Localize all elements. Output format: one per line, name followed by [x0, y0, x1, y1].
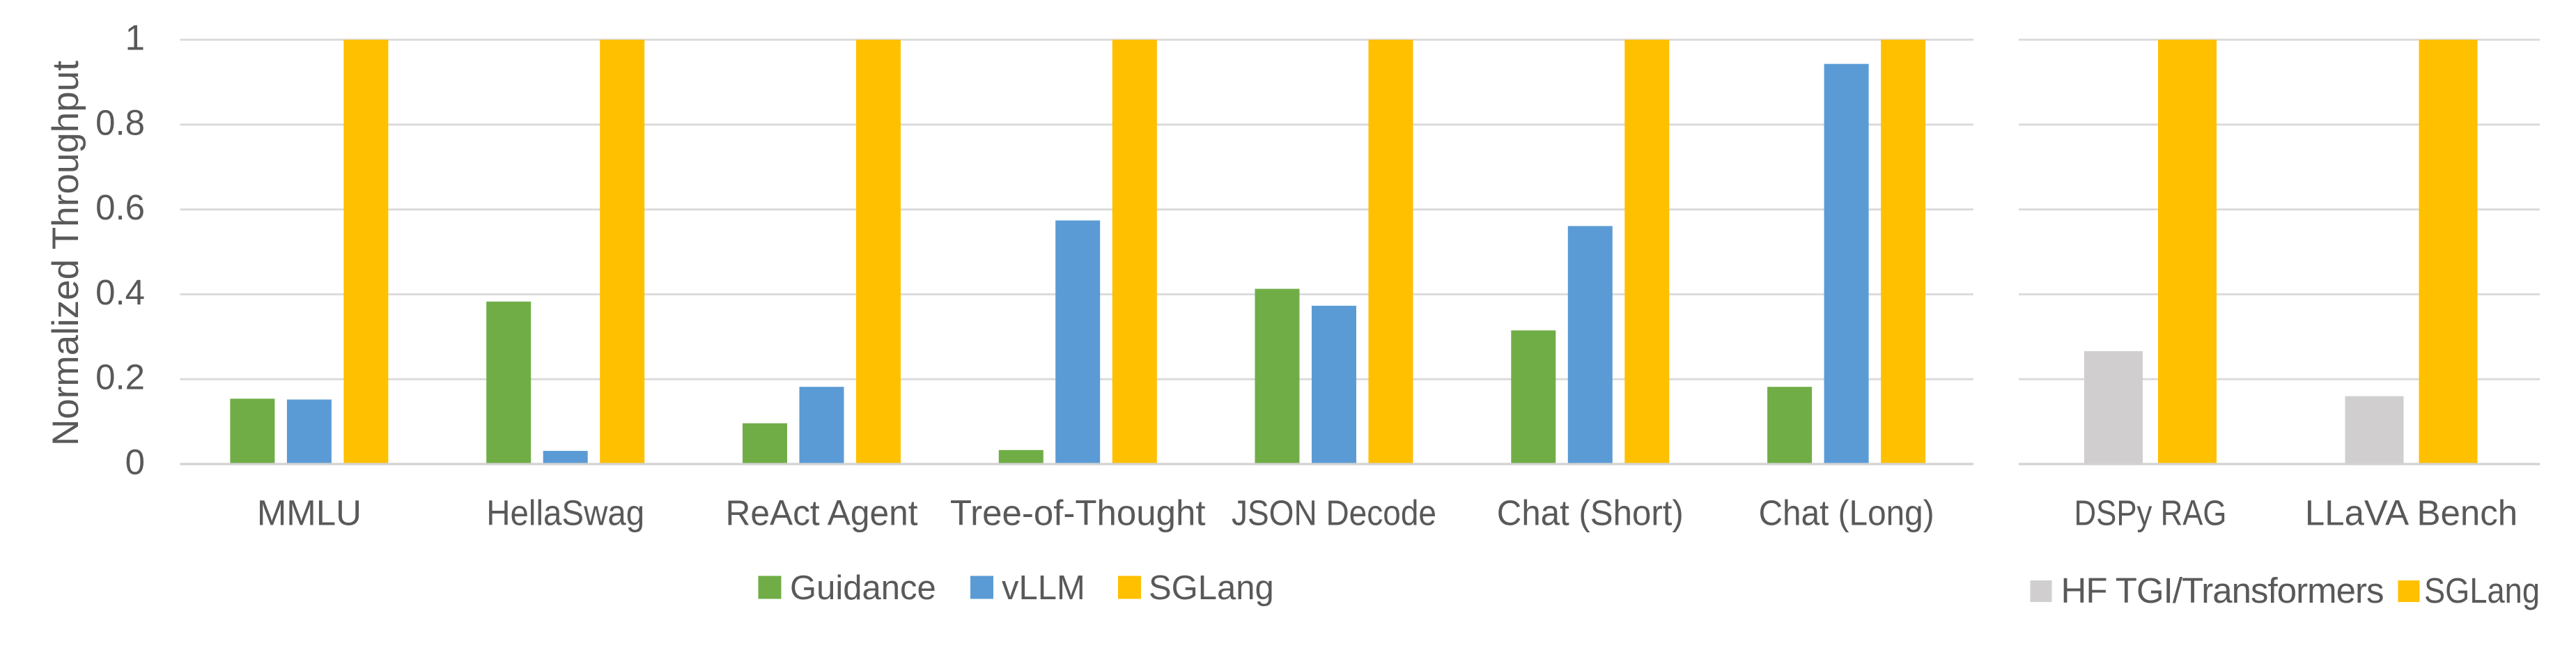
svg-text:SGLang: SGLang: [1149, 569, 1274, 607]
svg-text:0.2: 0.2: [95, 357, 145, 397]
svg-text:Chat (Short): Chat (Short): [1497, 493, 1684, 533]
svg-text:0.8: 0.8: [95, 102, 145, 142]
svg-text:ReAct Agent: ReAct Agent: [726, 493, 918, 533]
svg-text:JSON Decode: JSON Decode: [1232, 493, 1436, 533]
svg-text:0.6: 0.6: [95, 187, 145, 227]
svg-text:1: 1: [125, 18, 145, 58]
svg-text:Chat (Long): Chat (Long): [1759, 493, 1934, 533]
svg-text:0: 0: [125, 442, 145, 482]
svg-text:SGLang: SGLang: [2424, 571, 2540, 610]
svg-text:LLaVA Bench: LLaVA Bench: [2305, 493, 2517, 533]
svg-text:Tree-of-Thought: Tree-of-Thought: [950, 493, 1206, 533]
svg-text:DSPy RAG: DSPy RAG: [2074, 493, 2227, 533]
svg-text:HellaSwag: HellaSwag: [486, 493, 644, 533]
svg-text:Guidance: Guidance: [790, 569, 936, 607]
svg-text:Normalized Throughput: Normalized Throughput: [45, 61, 86, 446]
svg-text:HF TGI/Transformers: HF TGI/Transformers: [2061, 571, 2384, 610]
svg-text:MMLU: MMLU: [257, 493, 362, 533]
svg-text:0.4: 0.4: [95, 272, 145, 312]
svg-text:vLLM: vLLM: [1002, 569, 1085, 607]
